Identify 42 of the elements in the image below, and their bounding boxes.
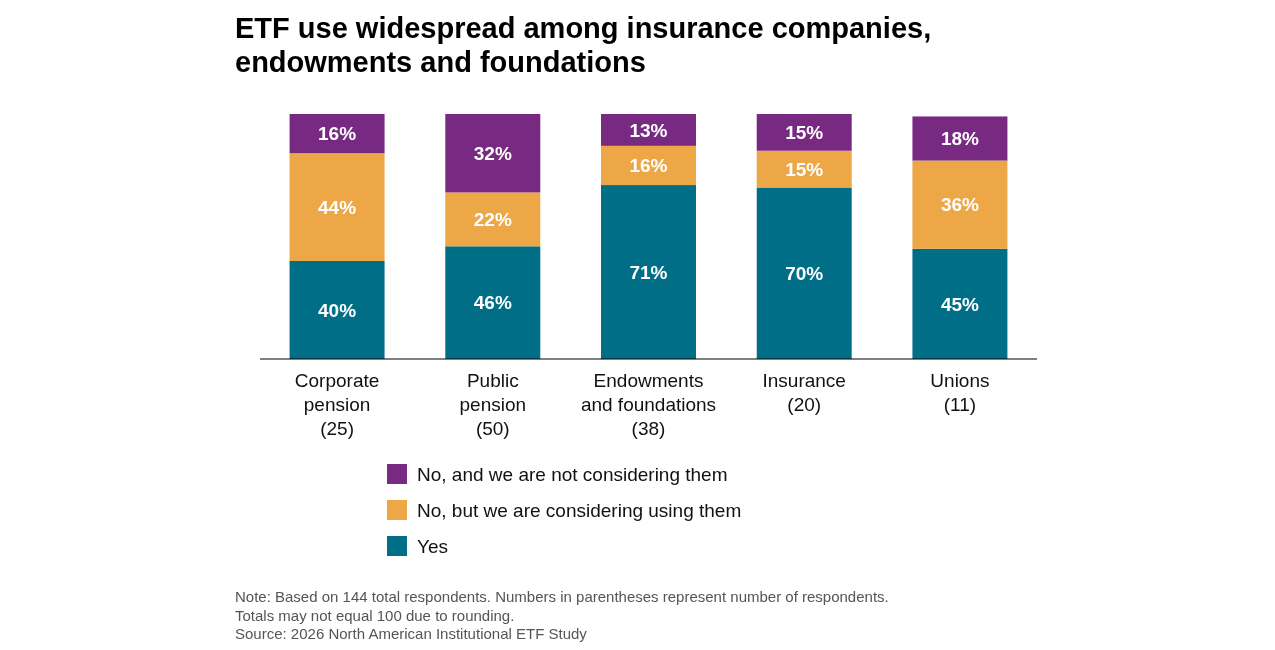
- bar: [445, 246, 541, 359]
- data-label: 13%: [629, 119, 668, 141]
- bar: [289, 153, 385, 261]
- data-label: 32%: [473, 142, 512, 164]
- text: Totals may not equal 100 due to rounding.: [235, 606, 515, 624]
- data-label: 22%: [473, 209, 512, 230]
- x-tick-label: Insurance (20): [762, 370, 846, 415]
- legend-label: No, but we are considering using them: [417, 499, 742, 521]
- data-label: 44%: [318, 196, 357, 218]
- data-label: 40%: [318, 299, 357, 321]
- data-label: 15%: [785, 122, 824, 144]
- bar: [601, 185, 696, 359]
- chart-title: ETF use widespread among insurance companies, endowments and foundations: [235, 12, 932, 78]
- bar: [756, 150, 852, 188]
- data-label: 15%: [785, 158, 824, 180]
- bar: [912, 248, 1008, 359]
- bar: [756, 114, 852, 151]
- x-tick-label: Corporate pension (25): [294, 370, 380, 439]
- bar: [601, 114, 696, 146]
- data-label: 16%: [629, 155, 668, 177]
- bar: [601, 145, 696, 186]
- bar: [756, 187, 852, 359]
- bar: [445, 114, 541, 193]
- legend-label: Yes: [417, 535, 448, 557]
- data-label: 70%: [785, 262, 824, 284]
- text: Note: Based on 144 total respondents. Numbers in parentheses represent number of respondents.: [235, 588, 889, 605]
- bar: [912, 160, 1008, 249]
- bar: [445, 192, 541, 247]
- data-label: 46%: [473, 292, 512, 314]
- data-label: 71%: [629, 261, 668, 283]
- legend-label: No, and we are not considering them: [417, 463, 728, 485]
- data-label: 18%: [940, 128, 980, 150]
- x-tick-label: Endowments and foundations (38): [580, 370, 717, 439]
- bar: [912, 116, 1008, 161]
- bar: [289, 261, 385, 359]
- source-note: Source: 2026 North American Institutional ETF Study: [235, 625, 588, 642]
- bar: [289, 114, 385, 154]
- data-label: 36%: [940, 194, 980, 216]
- data-label: 45%: [940, 293, 980, 315]
- x-tick-label: Unions (11): [930, 370, 990, 415]
- x-tick-label: Public pension (50): [459, 370, 527, 439]
- data-label: 16%: [318, 123, 357, 145]
